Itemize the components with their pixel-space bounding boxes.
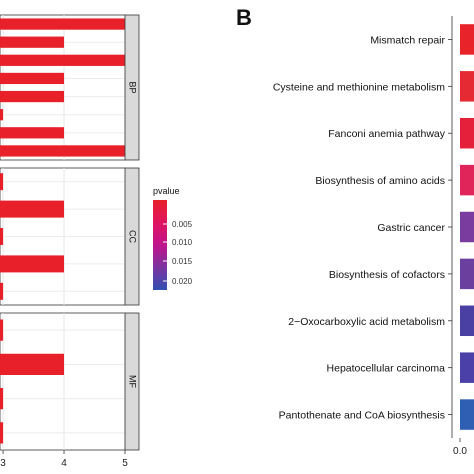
bar-mf-1 xyxy=(0,319,4,341)
y-tick-label: Mismatch repair xyxy=(370,34,445,46)
bar-bp-6 xyxy=(0,109,4,121)
y-tick-label: Fanconi anemia pathway xyxy=(328,128,445,140)
y-tick-label: 2−Oxocarboxylic acid metabolism xyxy=(288,316,445,328)
bar-mf-3 xyxy=(0,388,4,410)
x-tick-label: 0.0 xyxy=(453,446,467,457)
bar-bp-4 xyxy=(0,72,65,85)
legend-tick-label: 0.015 xyxy=(172,257,193,266)
y-tick-label: Biosynthesis of cofactors xyxy=(329,269,445,281)
legend-title: pvalue xyxy=(153,186,180,196)
bar-1 xyxy=(460,24,474,55)
y-tick-label: Gastric cancer xyxy=(377,222,445,234)
legend-tick-label: 0.010 xyxy=(172,238,193,247)
bar-9 xyxy=(460,399,474,430)
facet-label-cc: CC xyxy=(128,230,138,243)
bar-5 xyxy=(460,211,474,243)
bar-bp-5 xyxy=(0,90,65,103)
x-tick-label: 3 xyxy=(0,458,6,469)
bar-cc-4 xyxy=(0,255,65,273)
panel-b: B Mismatch repair Cysteine and methionine… xyxy=(236,5,474,457)
bar-cc-3 xyxy=(0,228,4,245)
bar-bp-8 xyxy=(0,145,125,157)
legend-tick-label: 0.020 xyxy=(172,277,193,286)
facet-label-bp: BP xyxy=(128,81,138,93)
panel-b-letter: B xyxy=(236,5,252,30)
bar-4 xyxy=(460,164,474,196)
bar-bp-7 xyxy=(0,127,65,139)
bar-bp-2 xyxy=(0,36,65,48)
bar-mf-4 xyxy=(0,422,4,444)
facet-strip-mf xyxy=(124,312,140,451)
bar-bp-1 xyxy=(0,18,125,30)
facet-strip-bp xyxy=(124,14,140,161)
bar-3 xyxy=(460,117,474,149)
y-tick-label: Biosynthesis of amino acids xyxy=(315,175,445,187)
facet-strip-cc xyxy=(124,167,140,306)
facet-label-mf: MF xyxy=(128,375,138,388)
legend-tick-label: 0.005 xyxy=(172,220,193,229)
panel-a: BP CC MF 3 4 5 pvalue 0.005 0.010 0.015 0.020 xyxy=(0,14,193,469)
bar-6 xyxy=(460,258,474,290)
bar-2 xyxy=(460,71,474,102)
facet-panel-mf xyxy=(0,312,126,451)
bar-mf-2 xyxy=(0,353,65,375)
x-tick-label: 5 xyxy=(122,458,128,469)
bar-8 xyxy=(460,352,474,383)
bar-cc-1 xyxy=(0,173,4,191)
y-tick-label: Cysteine and methionine metabolism xyxy=(273,81,445,93)
bar-cc-2 xyxy=(0,200,65,218)
legend-colorbar xyxy=(153,200,167,290)
bar-bp-3 xyxy=(0,54,125,66)
y-tick-label: Hepatocellular carcinoma xyxy=(327,363,446,375)
bar-cc-5 xyxy=(0,282,4,300)
y-tick-label: Pantothenate and CoA biosynthesis xyxy=(279,410,445,422)
bar-7 xyxy=(460,305,474,337)
x-tick-label: 4 xyxy=(61,458,67,469)
